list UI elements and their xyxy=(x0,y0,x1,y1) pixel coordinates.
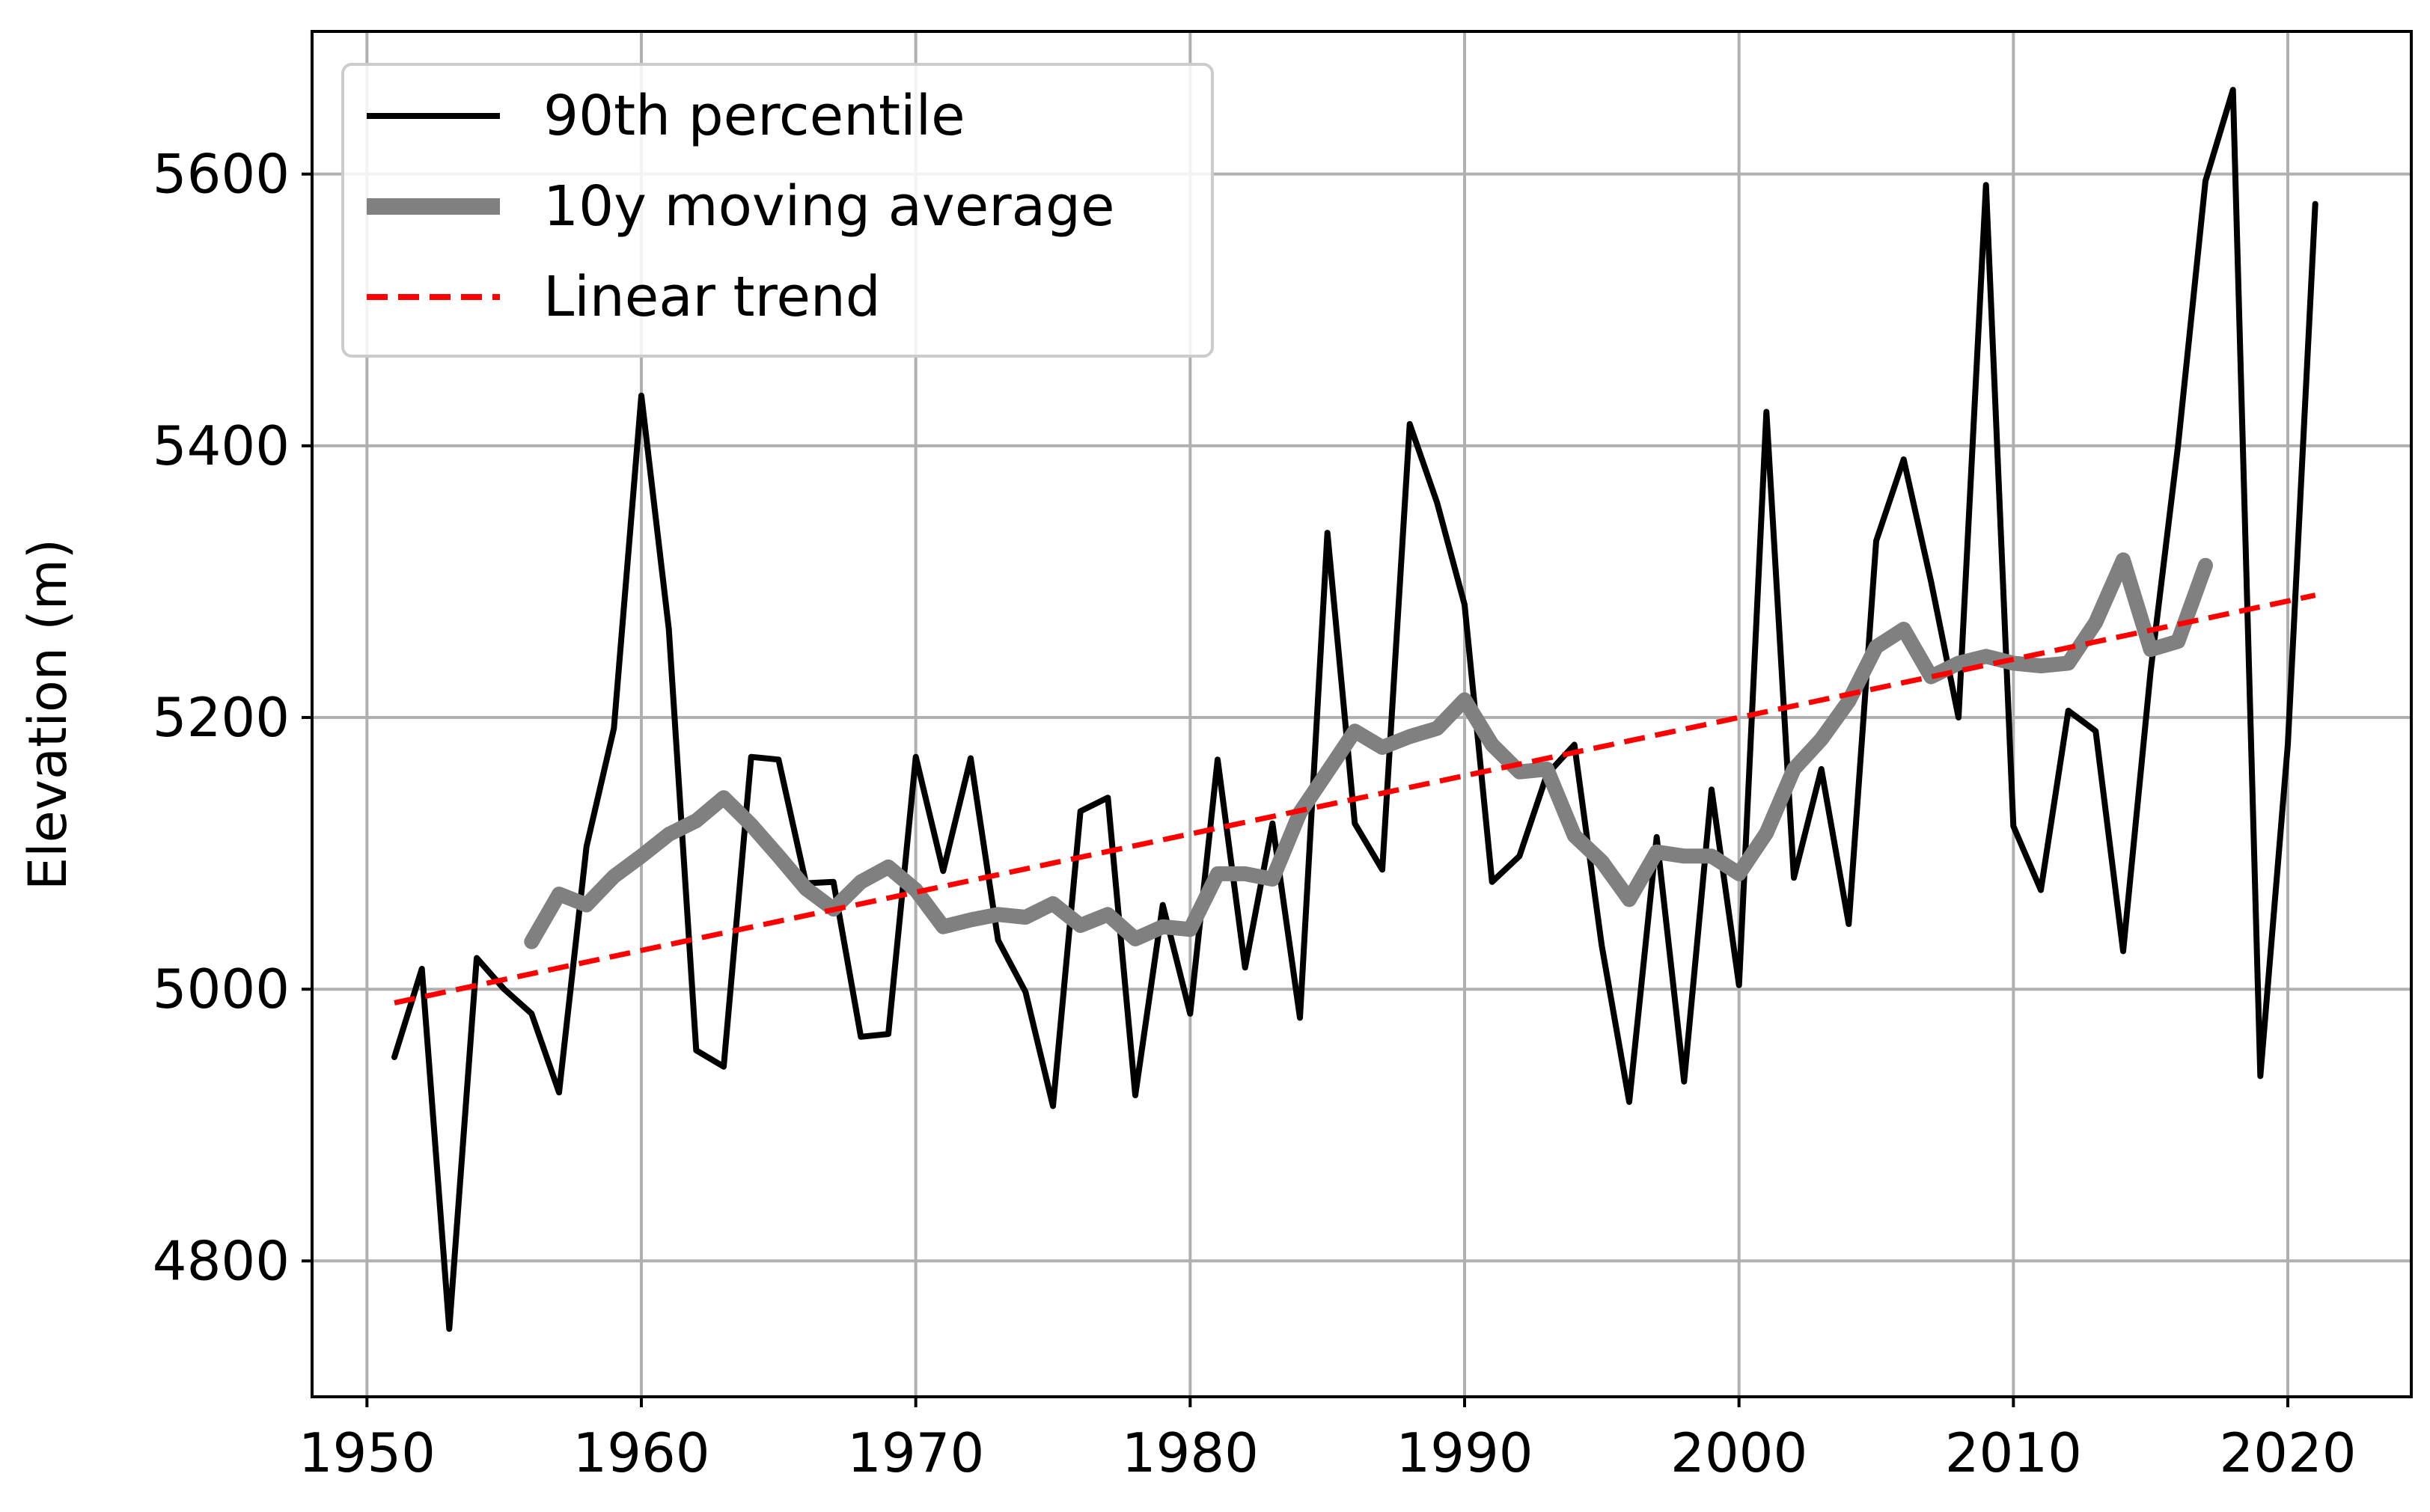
y-tick-label: 5000 xyxy=(153,958,290,1020)
legend-label-10y-moving-average: 10y moving average xyxy=(543,174,1115,239)
data-series xyxy=(391,87,2318,1332)
series-line-10y-moving-average xyxy=(524,552,2213,949)
legend-label-90th-percentile: 90th percentile xyxy=(543,84,965,148)
legend: 90th percentile 10y moving average Linea… xyxy=(341,63,1214,358)
x-tick-label: 2020 xyxy=(2219,1421,2356,1484)
y-tick-label: 5200 xyxy=(153,686,290,749)
series-line-90th-percentile xyxy=(391,87,2318,1332)
y-tick-label: 4800 xyxy=(153,1229,290,1292)
y-axis-label: Elevation (m) xyxy=(17,539,79,890)
x-tick-label: 1960 xyxy=(573,1421,709,1484)
x-tick-label: 1980 xyxy=(1122,1421,1259,1484)
legend-label-linear-trend: Linear trend xyxy=(543,265,881,329)
legend-box xyxy=(341,63,1214,358)
x-tick-label: 1970 xyxy=(847,1421,984,1484)
series-line-linear-trend xyxy=(394,593,2316,1006)
x-tick-label: 1950 xyxy=(299,1421,436,1484)
x-tick-label: 2010 xyxy=(1945,1421,2082,1484)
y-tick-label: 5600 xyxy=(153,143,290,206)
y-tick-label: 5400 xyxy=(153,414,290,477)
plot-frame xyxy=(311,30,2413,1398)
x-tick-label: 1990 xyxy=(1396,1421,1533,1484)
x-tick-label: 2000 xyxy=(1670,1421,1807,1484)
axis-ticks: 1950 1960 1970 1980 1990 2000 2010 2020 4800 5000… xyxy=(153,143,2357,1484)
